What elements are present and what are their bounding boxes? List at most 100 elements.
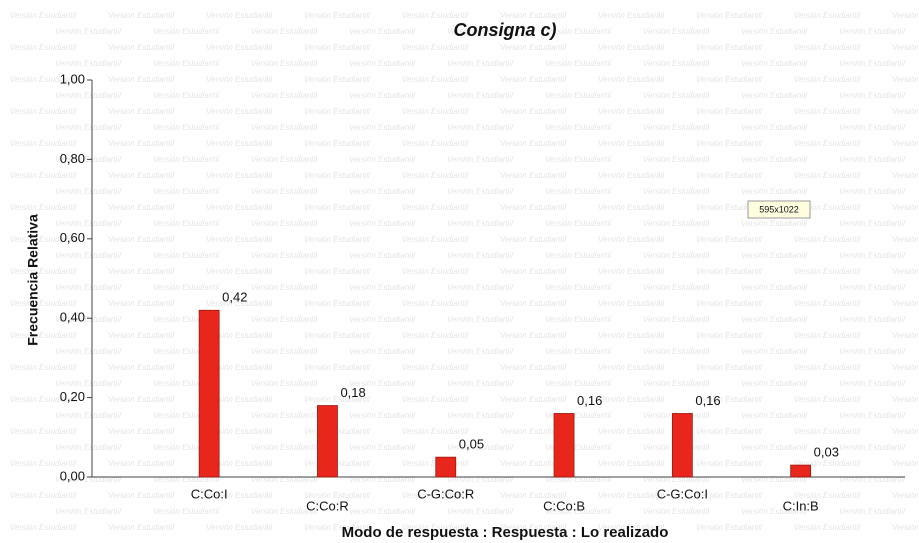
watermark-text: Versión Estudiantil: [892, 523, 919, 532]
watermark-text: Versión Estudiantil: [55, 187, 121, 196]
watermark-text: Versión Estudiantil: [643, 475, 709, 484]
watermark-text: Versión Estudiantil: [153, 59, 219, 68]
watermark-text: Versión Estudiantil: [447, 59, 513, 68]
watermark-text: Versión Estudiantil: [10, 363, 76, 372]
watermark-text: Versión Estudiantil: [55, 283, 121, 292]
watermark-text: Versión Estudiantil: [598, 107, 664, 116]
watermark-text: Versión Estudiantil: [500, 427, 566, 436]
watermark-text: Versión Estudiantil: [794, 427, 860, 436]
watermark-text: Versión Estudiantil: [206, 43, 272, 52]
watermark-text: Versión Estudiantil: [402, 235, 468, 244]
watermark-text: Versión Estudiantil: [153, 155, 219, 164]
watermark-text: Versión Estudiantil: [251, 379, 317, 388]
watermark-text: Versión Estudiantil: [108, 43, 174, 52]
watermark-text: Versión Estudiantil: [206, 427, 272, 436]
watermark-text: Versión Estudiantil: [839, 379, 905, 388]
watermark-text: Versión Estudiantil: [153, 379, 219, 388]
watermark-text: Versión Estudiantil: [500, 235, 566, 244]
watermark-text: Versión Estudiantil: [794, 203, 860, 212]
watermark-text: Versión Estudiantil: [251, 443, 317, 452]
watermark-text: Versión Estudiantil: [892, 11, 919, 20]
x-tick-label: C-G:Co:I: [657, 486, 708, 501]
watermark-text: Versión Estudiantil: [153, 187, 219, 196]
watermark-layer: Versión Estudiantil Versión Estudiantil Ve…: [10, 11, 919, 532]
watermark-text: Versión Estudiantil: [545, 251, 611, 260]
y-tick-label: 0,20: [60, 389, 85, 404]
watermark-text: Versión Estudiantil: [696, 395, 762, 404]
watermark-text: Versión Estudiantil: [696, 523, 762, 532]
watermark-text: Versión Estudiantil: [839, 443, 905, 452]
watermark-text: Versión Estudiantil: [892, 427, 919, 436]
watermark-text: Versión Estudiantil: [643, 91, 709, 100]
watermark-text: Versión Estudiantil: [500, 523, 566, 532]
watermark-text: Versión Estudiantil: [545, 347, 611, 356]
watermark-text: Versión Estudiantil: [402, 395, 468, 404]
watermark-text: Versión Estudiantil: [206, 299, 272, 308]
data-label: 0,16: [577, 393, 602, 408]
watermark-text: Versión Estudiantil: [153, 27, 219, 36]
watermark-text: Versión Estudiantil: [545, 379, 611, 388]
watermark-text: Versión Estudiantil: [643, 251, 709, 260]
watermark-text: Versión Estudiantil: [251, 475, 317, 484]
watermark-text: Versión Estudiantil: [251, 219, 317, 228]
watermark-text: Versión Estudiantil: [304, 43, 370, 52]
bar: [317, 405, 338, 478]
watermark-text: Versión Estudiantil: [349, 411, 415, 420]
watermark-text: Versión Estudiantil: [251, 507, 317, 516]
watermark-text: Versión Estudiantil: [206, 107, 272, 116]
watermark-text: Versión Estudiantil: [500, 43, 566, 52]
watermark-text: Versión Estudiantil: [55, 379, 121, 388]
watermark-text: Versión Estudiantil: [206, 459, 272, 468]
watermark-text: Versión Estudiantil: [741, 123, 807, 132]
watermark-text: Versión Estudiantil: [794, 43, 860, 52]
watermark-text: Versión Estudiantil: [794, 395, 860, 404]
watermark-text: Versión Estudiantil: [892, 459, 919, 468]
watermark-text: Versión Estudiantil: [839, 91, 905, 100]
watermark-text: Versión Estudiantil: [349, 59, 415, 68]
watermark-text: Versión Estudiantil: [304, 299, 370, 308]
watermark-text: Versión Estudiantil: [598, 491, 664, 500]
watermark-text: Versión Estudiantil: [206, 395, 272, 404]
watermark-text: Versión Estudiantil: [349, 347, 415, 356]
watermark-text: Versión Estudiantil: [251, 123, 317, 132]
watermark-text: Versión Estudiantil: [892, 299, 919, 308]
watermark-text: Versión Estudiantil: [794, 139, 860, 148]
watermark-text: Versión Estudiantil: [10, 491, 76, 500]
watermark-text: Versión Estudiantil: [206, 363, 272, 372]
watermark-text: Versión Estudiantil: [447, 187, 513, 196]
bar: [553, 413, 575, 478]
data-label: 0,16: [695, 393, 720, 408]
watermark-text: Versión Estudiantil: [206, 491, 272, 500]
watermark-text: Versión Estudiantil: [10, 427, 76, 436]
watermark-text: Versión Estudiantil: [304, 491, 370, 500]
watermark-text: Versión Estudiantil: [153, 283, 219, 292]
watermark-text: Versión Estudiantil: [839, 27, 905, 36]
watermark-text: Versión Estudiantil: [696, 299, 762, 308]
watermark-text: Versión Estudiantil: [500, 363, 566, 372]
watermark-text: Versión Estudiantil: [839, 123, 905, 132]
watermark-text: Versión Estudiantil: [892, 235, 919, 244]
watermark-text: Versión Estudiantil: [402, 299, 468, 308]
watermark-text: Versión Estudiantil: [304, 75, 370, 84]
watermark-text: Versión Estudiantil: [251, 347, 317, 356]
watermark-text: Versión Estudiantil: [447, 379, 513, 388]
watermark-text: Versión Estudiantil: [598, 75, 664, 84]
watermark-text: Versión Estudiantil: [55, 475, 121, 484]
watermark-text: Versión Estudiantil: [402, 203, 468, 212]
watermark-text: Versión Estudiantil: [545, 443, 611, 452]
watermark-text: Versión Estudiantil: [447, 91, 513, 100]
watermark-text: Versión Estudiantil: [349, 123, 415, 132]
watermark-text: Versión Estudiantil: [839, 251, 905, 260]
watermark-text: Versión Estudiantil: [598, 427, 664, 436]
watermark-text: Versión Estudiantil: [696, 203, 762, 212]
watermark-text: Versión Estudiantil: [545, 475, 611, 484]
annotation: 595x1022: [759, 204, 799, 214]
watermark-text: Versión Estudiantil: [696, 75, 762, 84]
bar: [435, 456, 457, 478]
watermark-text: Versión Estudiantil: [741, 347, 807, 356]
watermark-text: Versión Estudiantil: [545, 27, 611, 36]
watermark-text: Versión Estudiantil: [643, 379, 709, 388]
watermark-text: Versión Estudiantil: [643, 219, 709, 228]
watermark-text: Versión Estudiantil: [447, 123, 513, 132]
watermark-text: Versión Estudiantil: [251, 411, 317, 420]
